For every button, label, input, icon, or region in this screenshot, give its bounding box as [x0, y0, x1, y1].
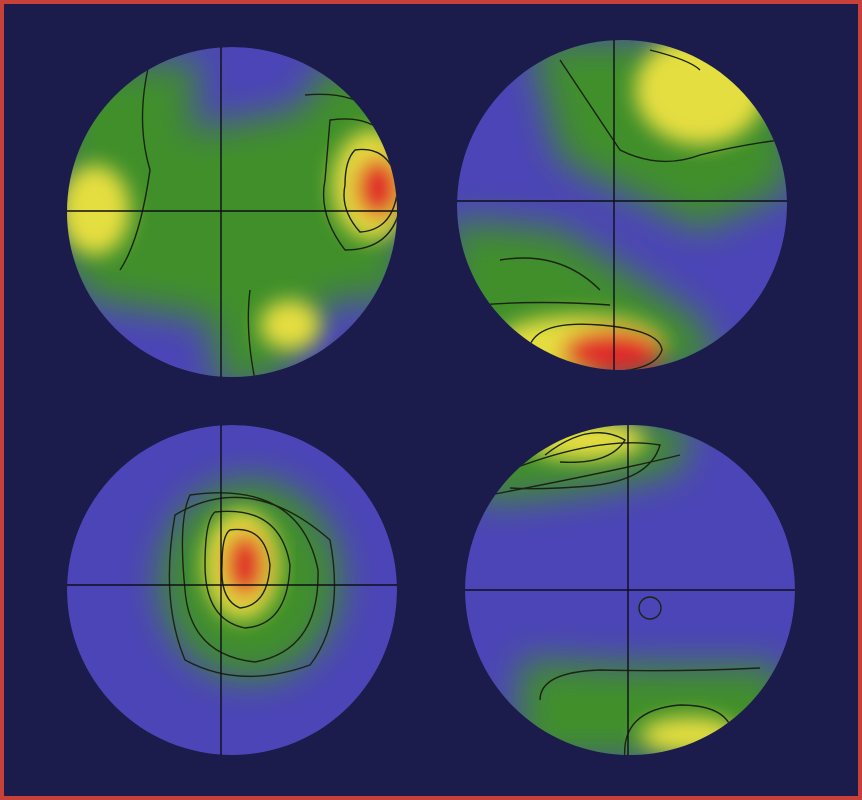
pole-figure-bottom-left [67, 425, 397, 755]
pole-figure-top-right [457, 40, 787, 370]
pole-figure-bottom-right [465, 425, 795, 755]
